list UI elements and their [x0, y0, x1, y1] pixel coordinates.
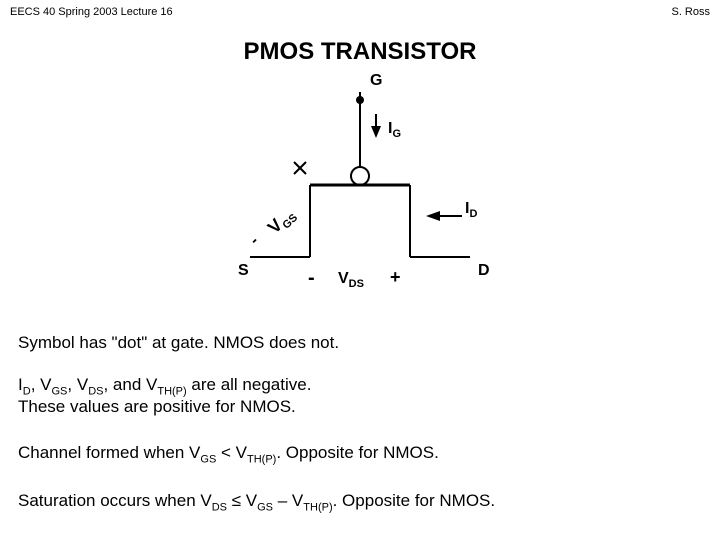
t5cs: TH(P)	[303, 501, 332, 513]
t5d: . Opposite for NMOS.	[333, 491, 496, 510]
id-sub: D	[469, 208, 477, 220]
t2c: , V	[67, 375, 88, 394]
vds-plus: +	[390, 267, 401, 288]
vds-label: VDS	[338, 270, 364, 290]
vds-minus: -	[308, 267, 315, 290]
t2d: , and V	[103, 375, 157, 394]
page-title: PMOS TRANSISTOR	[0, 38, 720, 66]
t5b: ≤ V	[227, 491, 257, 510]
t5c: – V	[273, 491, 303, 510]
t5a: Saturation occurs when V	[18, 491, 212, 510]
header-left: EECS 40 Spring 2003 Lecture 16	[10, 6, 173, 18]
vds-main: V	[338, 270, 349, 287]
t4c: . Opposite for NMOS.	[276, 443, 439, 462]
ig-label: IG	[388, 120, 401, 140]
t2e: are all negative.	[187, 375, 312, 394]
ig-sub: G	[392, 128, 401, 140]
t4b: < V	[216, 443, 247, 462]
text-line-4: Channel formed when VGS < VTH(P). Opposi…	[18, 442, 439, 467]
source-label: S	[238, 262, 249, 280]
gate-label: G	[370, 72, 382, 90]
t4bs: TH(P)	[247, 453, 276, 465]
pmos-diagram: G IG ID VGS - S D - VDS +	[180, 72, 540, 322]
id-label: ID	[465, 200, 477, 220]
t5bs: GS	[257, 501, 273, 513]
vds-sub: DS	[349, 278, 364, 290]
t5as: DS	[212, 501, 227, 513]
t2b: , V	[31, 375, 52, 394]
text-line-3: These values are positive for NMOS.	[18, 396, 296, 419]
drain-label: D	[478, 262, 490, 280]
text-line-1: Symbol has "dot" at gate. NMOS does not.	[18, 332, 339, 355]
t4as: GS	[200, 453, 216, 465]
text-line-5: Saturation occurs when VDS ≤ VGS – VTH(P…	[18, 490, 495, 515]
header-right: S. Ross	[671, 6, 710, 18]
t4a: Channel formed when V	[18, 443, 200, 462]
